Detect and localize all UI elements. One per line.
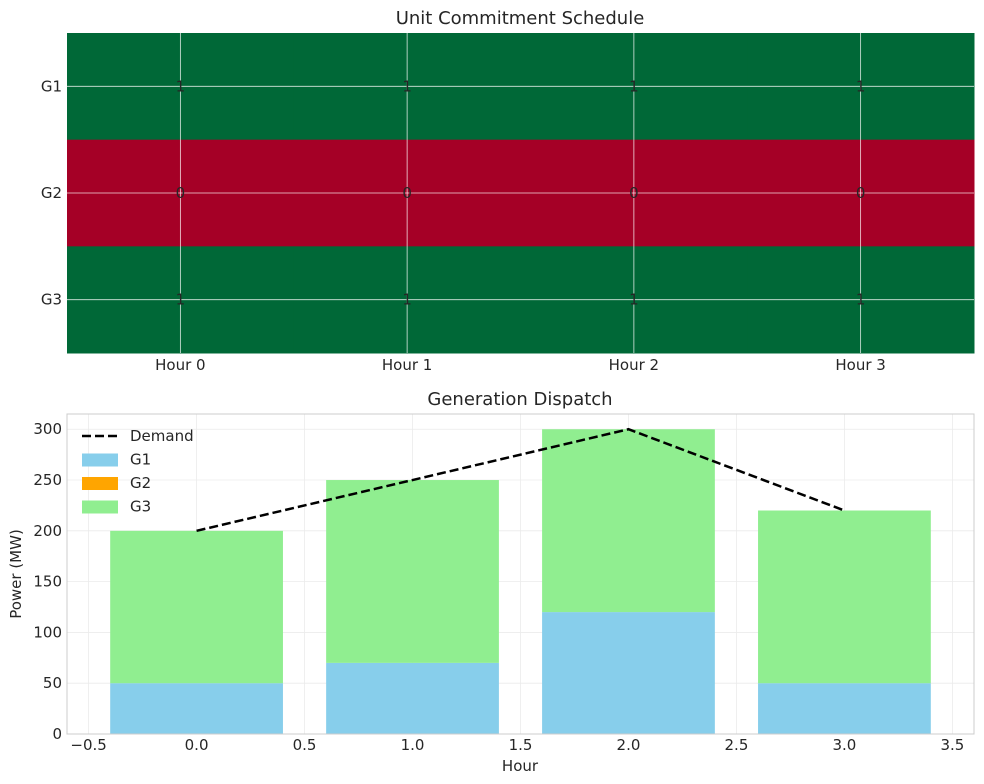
dispatch-y-tick-label: 150 [33,573,62,591]
legend-g3-swatch [82,500,118,514]
dispatch-y-tick-label: 0 [52,725,62,743]
bar-g1 [110,683,283,734]
heatmap-cell-label: 1 [856,291,866,309]
dispatch-x-tick-label: 0.5 [293,736,317,754]
bar-g3 [758,510,931,684]
legend-g1-label: G1 [130,451,151,469]
heatmap-y-tick-label: G3 [41,291,62,309]
heatmap-cell-label: 1 [402,291,412,309]
dispatch-y-tick-label: 250 [33,471,62,489]
dispatch-x-tick-label: 1.5 [509,736,533,754]
heatmap-annotations: 1 1 1 1 0 0 0 0 1 1 1 1 [176,77,866,308]
bar-g3 [110,530,283,684]
heatmap-x-tick-label: Hour 2 [609,356,659,374]
dispatch-demand-line [196,427,845,533]
heatmap-cell-label: 1 [176,77,186,95]
bar-g3 [542,429,715,613]
dispatch-x-ticks: −0.5 0.0 0.5 1.0 1.5 2.0 2.5 3.0 3.5 [70,736,964,754]
dispatch-y-tick-label: 300 [33,420,62,438]
heatmap-y-ticks: G1 G2 G3 [41,77,62,308]
dispatch-y-tick-label: 100 [33,623,62,641]
heatmap-y-tick-label: G2 [41,184,62,202]
dispatch-x-tick-label: 3.0 [832,736,856,754]
heatmap-x-ticks: Hour 0 Hour 1 Hour 2 Hour 3 [155,356,886,374]
dispatch-x-tick-label: 3.5 [940,736,964,754]
heatmap-x-tick-label: Hour 0 [155,356,205,374]
dispatch-x-tick-label: 0.0 [185,736,209,754]
heatmap-cell-label: 1 [176,291,186,309]
dispatch-frame [66,413,975,735]
heatmap-panel: Unit Commitment Schedule 1 1 1 1 0 0 0 0 1 1 1 1 G1… [41,8,975,374]
bar-g1 [326,662,499,734]
dispatch-y-label: Power (MW) [7,529,25,619]
heatmap-cell-label: 1 [402,77,412,95]
dispatch-y-ticks: 0 50 100 150 200 250 300 [33,420,62,743]
dispatch-x-label: Hour [502,757,539,775]
dispatch-bars [110,429,931,734]
heatmap-cell-label: 1 [629,291,639,309]
heatmap-cell-label: 0 [402,184,412,202]
heatmap-title: Unit Commitment Schedule [396,8,645,29]
dispatch-x-tick-label: 2.5 [725,736,749,754]
dispatch-x-tick-label: 2.0 [617,736,641,754]
heatmap-cell-label: 0 [176,184,186,202]
dispatch-panel: Generation Dispatch −0.5 0.0 0.5 1.0 1.5 2.0 2… [7,389,975,775]
legend-demand-label: Demand [130,427,194,445]
heatmap-x-tick-label: Hour 3 [835,356,885,374]
heatmap-cell-label: 0 [856,184,866,202]
dispatch-title: Generation Dispatch [427,389,612,410]
dispatch-x-tick-label: −0.5 [70,736,106,754]
dispatch-y-tick-label: 200 [33,522,62,540]
legend-g2-swatch [82,477,118,490]
heatmap-x-tick-label: Hour 1 [382,356,432,374]
heatmap-cell-label: 1 [856,77,866,95]
heatmap-y-tick-label: G1 [41,77,62,95]
demand-line [196,427,845,533]
legend-g3-label: G3 [130,498,151,516]
dispatch-legend: Demand G1 G2 G3 [82,427,194,516]
dispatch-x-tick-label: 1.0 [401,736,425,754]
bar-g1 [758,683,931,734]
dispatch-y-tick-label: 50 [43,674,62,692]
legend-g2-label: G2 [130,474,151,492]
bar-g1 [542,612,715,734]
bar-g3 [326,480,499,663]
heatmap-grid [67,33,974,353]
heatmap-cell-label: 0 [629,184,639,202]
heatmap-cell-label: 1 [629,77,639,95]
legend-g1-swatch [82,453,118,467]
